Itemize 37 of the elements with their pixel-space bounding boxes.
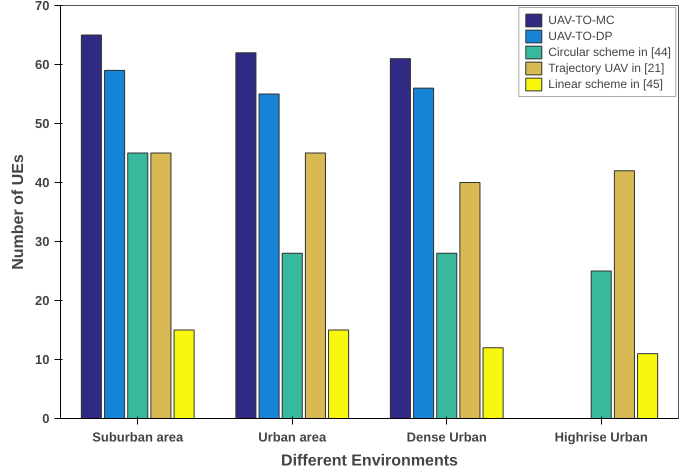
x-tick-label: Suburban area bbox=[92, 430, 184, 444]
legend-label: Circular scheme in [44] bbox=[548, 44, 671, 60]
legend-label: Trajectory UAV in [21] bbox=[548, 60, 664, 76]
bar bbox=[413, 88, 434, 418]
legend-label: UAV-TO-MC bbox=[548, 12, 615, 28]
y-axis-title: Number of UEs bbox=[10, 154, 28, 270]
y-tick-label: 20 bbox=[35, 293, 50, 308]
bar bbox=[104, 70, 126, 418]
bar bbox=[174, 330, 195, 418]
bar bbox=[590, 270, 612, 418]
y-tick-label: 10 bbox=[35, 352, 50, 367]
bar bbox=[80, 34, 102, 418]
bar bbox=[127, 152, 148, 418]
y-tick-label: 60 bbox=[35, 57, 50, 72]
bar bbox=[258, 94, 280, 418]
bar bbox=[459, 182, 480, 418]
bar bbox=[304, 152, 326, 418]
y-tick-label: 70 bbox=[35, 0, 50, 13]
legend-label: UAV-TO-DP bbox=[548, 28, 613, 44]
legend-label: Linear scheme in [45] bbox=[548, 76, 664, 92]
y-tick-label: 0 bbox=[42, 411, 50, 426]
x-tick-label: Dense Urban bbox=[406, 430, 487, 444]
bar bbox=[390, 58, 411, 418]
x-tick-label: Urban area bbox=[258, 430, 327, 444]
y-tick-label: 30 bbox=[35, 234, 50, 249]
bar bbox=[637, 353, 658, 418]
bar bbox=[150, 152, 172, 418]
bar bbox=[282, 252, 303, 418]
bar bbox=[328, 330, 350, 418]
x-tick-label: Highrise Urban bbox=[554, 430, 648, 444]
bar bbox=[436, 252, 458, 418]
y-tick-label: 50 bbox=[35, 116, 50, 131]
x-axis-title: Different Environments bbox=[281, 452, 458, 470]
bar bbox=[614, 170, 635, 418]
bar bbox=[235, 52, 256, 418]
y-tick-label: 40 bbox=[35, 175, 50, 190]
bar bbox=[482, 347, 504, 418]
